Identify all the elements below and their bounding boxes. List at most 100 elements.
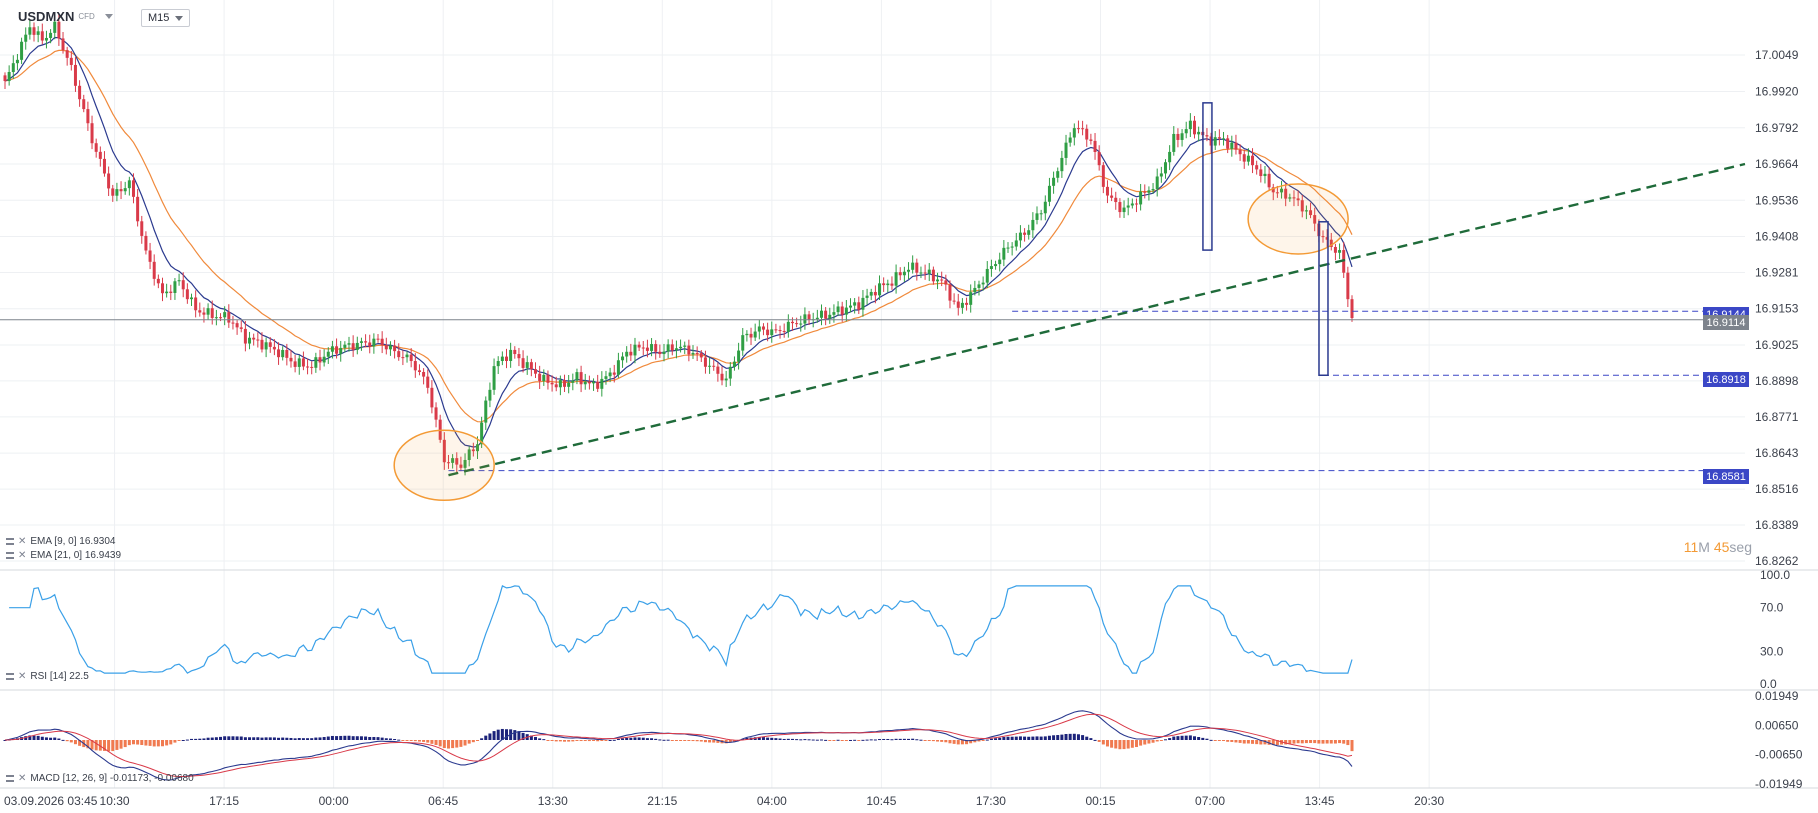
macd-histogram-bar	[703, 740, 707, 743]
timeframe-select[interactable]: M15	[141, 9, 191, 27]
candle	[488, 389, 492, 401]
macd-histogram-bar	[1238, 740, 1242, 743]
candle	[301, 358, 305, 367]
macd-histogram-bar	[1139, 740, 1143, 746]
candle	[857, 302, 861, 310]
macd-histogram-bar	[1209, 739, 1213, 741]
macd-histogram-bar	[944, 740, 948, 743]
candle	[621, 356, 625, 361]
candle	[960, 302, 964, 308]
macd-histogram-bar	[1246, 740, 1250, 744]
toggle-visibility-icon[interactable]	[6, 538, 14, 545]
legend-ema9: ✕ EMA [9, 0] 16.9304	[6, 536, 115, 547]
macd-histogram-bar	[231, 736, 235, 740]
candle	[1010, 246, 1014, 248]
macd-histogram-bar	[40, 736, 44, 740]
candle	[15, 59, 19, 64]
macd-histogram-bar	[1205, 738, 1209, 740]
candle	[720, 373, 724, 381]
macd-histogram-bar	[1284, 740, 1288, 745]
candle	[567, 382, 571, 387]
candle	[1226, 138, 1230, 149]
candle	[1213, 137, 1217, 146]
macd-histogram-bar	[198, 738, 202, 740]
candle	[1072, 128, 1076, 138]
macd-histogram-bar	[351, 736, 355, 740]
macd-histogram-bar	[691, 740, 695, 742]
candle	[985, 268, 989, 283]
candle	[1023, 232, 1027, 235]
macd-histogram-bar	[571, 740, 575, 742]
macd-histogram-bar	[409, 740, 413, 741]
macd-histogram-bar	[824, 739, 828, 741]
close-icon[interactable]: ✕	[18, 536, 27, 547]
candle	[127, 180, 131, 189]
macd-histogram-bar	[214, 737, 218, 740]
candle	[1039, 213, 1043, 215]
ema9-series	[4, 36, 1353, 448]
macd-histogram-bar	[886, 738, 890, 740]
candle	[260, 339, 264, 350]
macd-histogram-bar	[882, 738, 886, 740]
candle	[264, 342, 268, 350]
candle	[123, 188, 127, 192]
legend-rsi: ✕ RSI [14] 22.5	[6, 671, 89, 682]
ema9-line	[4, 36, 1353, 448]
close-icon[interactable]: ✕	[18, 773, 27, 784]
candle	[799, 323, 803, 325]
countdown-minutes: 11	[1683, 539, 1699, 555]
macd-histogram-bar	[1023, 736, 1027, 740]
macd-histogram-bar	[1197, 737, 1201, 740]
toggle-visibility-icon[interactable]	[6, 775, 14, 782]
candle	[778, 330, 782, 332]
macd-histogram-bar	[480, 738, 484, 740]
candle	[1105, 186, 1109, 196]
symbol-header[interactable]: USDMXN CFD	[18, 9, 113, 24]
macd-histogram-bar	[1076, 734, 1080, 740]
highlight-rectangle	[1202, 102, 1213, 251]
macd-histogram-bar	[111, 740, 115, 752]
macd-histogram-bar	[989, 738, 993, 740]
macd-histogram-bar	[1168, 738, 1172, 740]
macd-histogram-bar	[534, 736, 538, 740]
toggle-visibility-icon[interactable]	[6, 552, 14, 559]
candle	[310, 366, 314, 368]
chevron-down-icon[interactable]	[104, 14, 113, 19]
macd-histogram-bar	[322, 737, 326, 740]
macd-histogram-bar	[1089, 738, 1093, 740]
time-tick-label: 07:00	[1195, 794, 1225, 808]
candle	[1222, 138, 1226, 140]
candle	[181, 280, 185, 290]
candle	[699, 353, 703, 358]
candle	[915, 262, 919, 273]
macd-histogram-bar	[641, 737, 645, 740]
candle	[202, 312, 206, 315]
candle	[1271, 187, 1275, 193]
candle	[417, 370, 421, 372]
candle	[803, 314, 807, 324]
candle	[351, 343, 355, 350]
close-icon[interactable]: ✕	[18, 550, 27, 561]
candle	[343, 344, 347, 348]
macd-histogram-bar	[836, 739, 840, 741]
candle	[989, 266, 993, 269]
chevron-down-icon[interactable]	[175, 15, 184, 21]
macd-tick-label: 0.00650	[1755, 718, 1799, 732]
macd-histogram-bar	[1317, 740, 1321, 744]
close-icon[interactable]: ✕	[18, 671, 27, 682]
macd-histogram-bar	[160, 740, 164, 747]
macd-histogram-bar	[745, 737, 749, 740]
candle	[36, 31, 40, 35]
macd-histogram-bar	[127, 740, 131, 746]
macd-histogram-bar	[98, 740, 102, 751]
macd-histogram-bar	[1217, 740, 1221, 741]
macd-histogram-bar	[807, 739, 811, 741]
macd-histogram-bar	[890, 739, 894, 741]
macd-histogram-bar	[413, 740, 417, 742]
macd-histogram-bar	[865, 739, 869, 741]
toggle-visibility-icon[interactable]	[6, 673, 14, 680]
macd-histogram-bar	[778, 738, 782, 740]
candle	[679, 346, 683, 349]
macd-histogram-bar	[770, 737, 774, 740]
